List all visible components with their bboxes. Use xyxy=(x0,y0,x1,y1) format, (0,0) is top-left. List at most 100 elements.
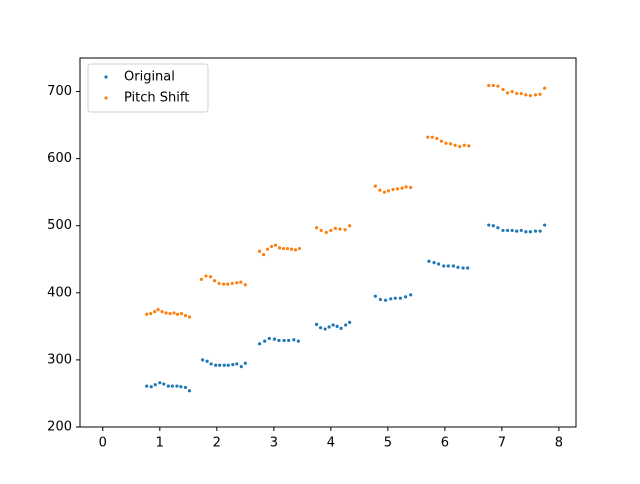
point xyxy=(505,91,510,95)
point xyxy=(273,243,278,247)
point xyxy=(257,342,262,346)
legend-label: Pitch Shift xyxy=(124,91,189,106)
x-tick-label: 3 xyxy=(270,436,278,451)
plot-frame xyxy=(79,57,577,428)
point xyxy=(153,383,157,387)
point xyxy=(528,230,532,234)
point xyxy=(510,228,514,233)
point xyxy=(277,246,282,250)
point xyxy=(318,326,323,330)
y-tick-label: 400 xyxy=(47,285,72,300)
legend-marker xyxy=(104,96,108,100)
point xyxy=(179,312,184,316)
legend-marker xyxy=(104,75,108,79)
point xyxy=(314,226,319,230)
point xyxy=(382,190,387,194)
y-tick-label: 300 xyxy=(47,352,72,367)
point xyxy=(333,226,338,231)
point xyxy=(515,229,519,233)
y-tick-label: 500 xyxy=(47,218,72,233)
x-tick-label: 1 xyxy=(156,436,164,451)
point xyxy=(543,223,547,227)
point xyxy=(496,84,500,88)
legend-label: Original xyxy=(124,70,175,85)
point xyxy=(263,339,267,343)
point xyxy=(393,296,397,300)
point xyxy=(205,359,209,363)
point xyxy=(172,311,176,315)
point xyxy=(149,312,153,316)
point xyxy=(335,324,339,328)
point xyxy=(257,249,262,253)
x-tick-label: 2 xyxy=(213,436,221,451)
point xyxy=(461,266,465,270)
point xyxy=(453,143,457,147)
point xyxy=(214,363,218,367)
point xyxy=(175,312,180,316)
point xyxy=(162,382,166,386)
point xyxy=(432,261,436,265)
point xyxy=(243,283,247,287)
point xyxy=(458,144,462,149)
point xyxy=(533,93,538,97)
point xyxy=(170,384,174,388)
point xyxy=(505,228,510,233)
point xyxy=(427,259,431,263)
point xyxy=(153,310,157,314)
point xyxy=(272,337,277,341)
point xyxy=(282,338,286,343)
point xyxy=(383,298,388,302)
x-tick-label: 7 xyxy=(498,436,506,451)
point xyxy=(158,381,162,385)
point xyxy=(448,142,453,146)
point xyxy=(386,189,391,193)
point xyxy=(538,229,542,233)
point xyxy=(166,384,170,388)
x-tick-label: 4 xyxy=(327,436,335,451)
point xyxy=(487,83,491,88)
point xyxy=(348,320,352,324)
point xyxy=(187,315,192,319)
y-tick-label: 600 xyxy=(47,151,72,166)
point xyxy=(409,185,413,190)
point xyxy=(199,277,204,281)
point xyxy=(462,143,466,147)
y-tick-label: 200 xyxy=(47,420,72,435)
point xyxy=(217,281,221,286)
point xyxy=(293,248,298,252)
point xyxy=(208,275,213,279)
point xyxy=(222,282,226,286)
point xyxy=(267,336,271,341)
point xyxy=(156,307,160,312)
point xyxy=(338,227,342,231)
point xyxy=(218,363,222,367)
x-tick-label: 0 xyxy=(99,436,107,451)
point xyxy=(235,362,239,366)
point xyxy=(235,281,239,285)
point xyxy=(437,262,441,266)
point xyxy=(491,224,495,228)
point xyxy=(430,135,434,139)
point xyxy=(456,265,460,269)
point xyxy=(226,282,230,286)
point xyxy=(344,323,348,327)
point xyxy=(487,223,491,227)
point xyxy=(391,187,395,192)
point xyxy=(289,247,294,251)
point xyxy=(339,326,343,330)
point xyxy=(403,295,408,299)
point xyxy=(435,136,439,141)
point xyxy=(524,93,528,97)
point xyxy=(501,228,505,233)
point xyxy=(466,266,470,270)
point xyxy=(209,362,213,366)
point xyxy=(395,187,400,191)
point xyxy=(239,280,243,284)
point xyxy=(331,323,335,327)
point xyxy=(323,327,327,331)
point xyxy=(324,230,328,235)
x-tick-label: 5 xyxy=(384,436,392,451)
point xyxy=(528,93,532,98)
point xyxy=(285,246,290,251)
point xyxy=(519,228,523,233)
